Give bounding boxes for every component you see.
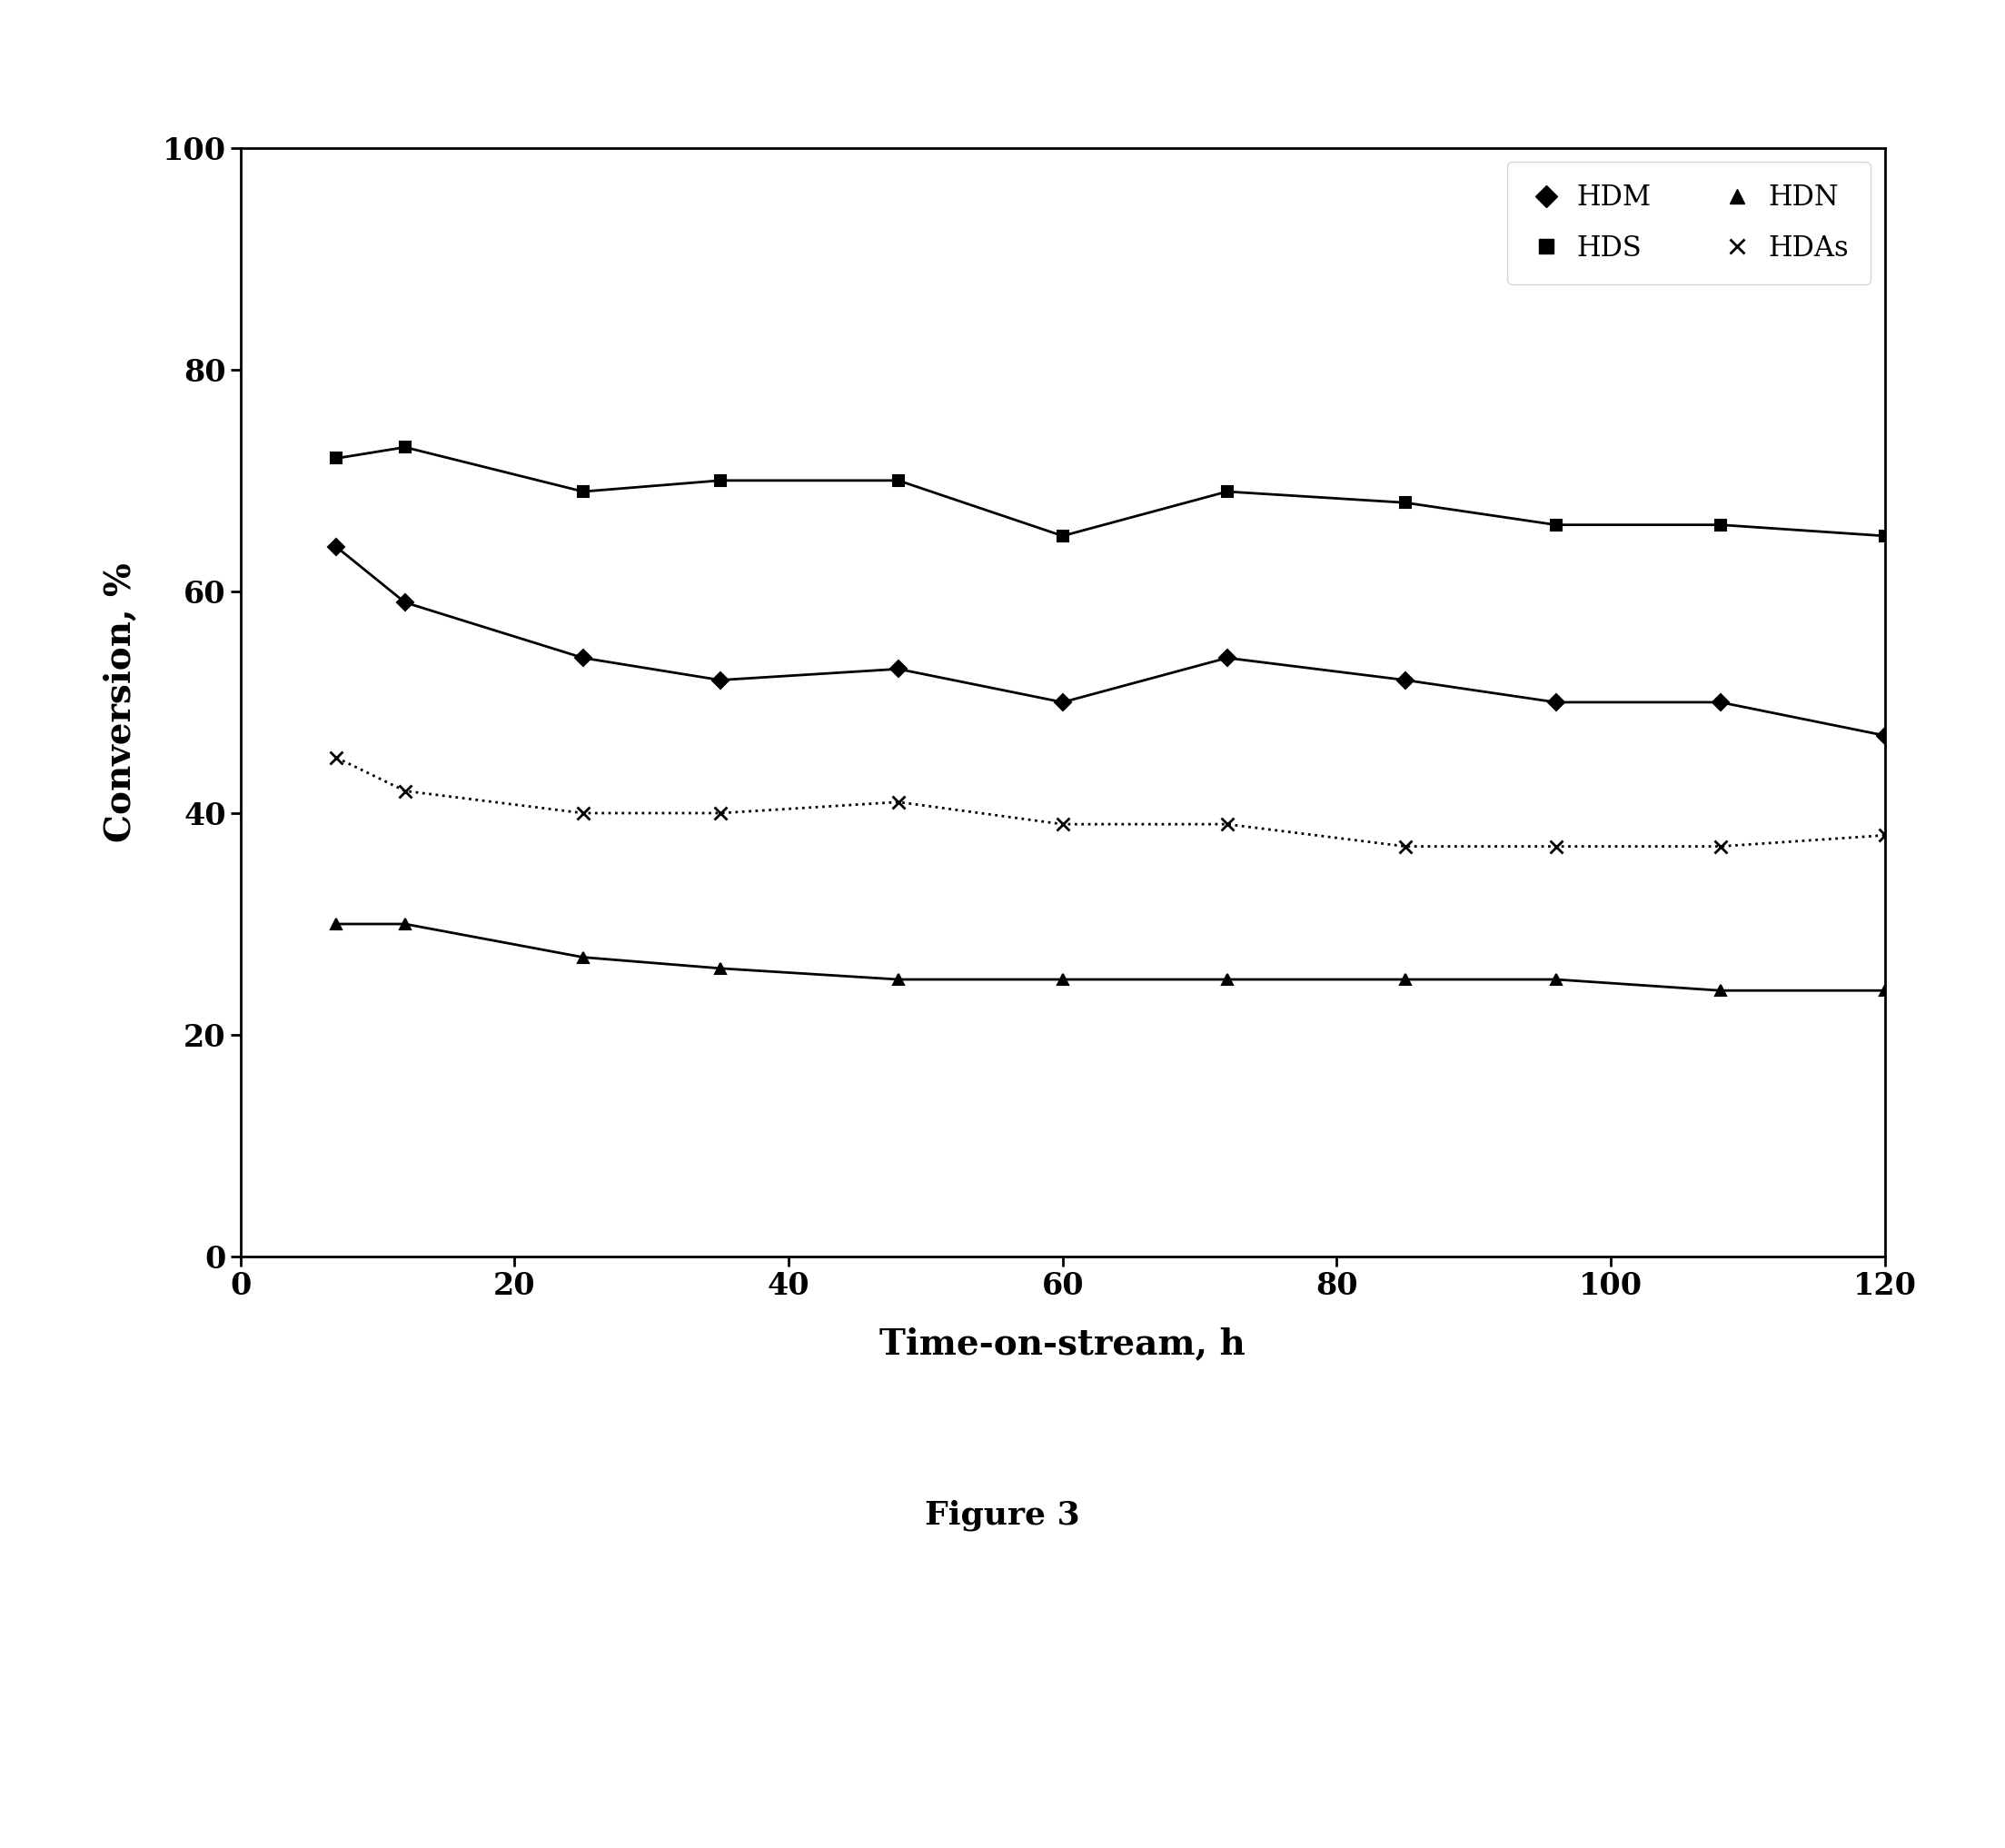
Legend: HDM, HDS, HDN, HDAs: HDM, HDS, HDN, HDAs (1508, 163, 1871, 285)
X-axis label: Time-on-stream, h: Time-on-stream, h (880, 1327, 1245, 1360)
Text: Figure 3: Figure 3 (924, 1501, 1081, 1530)
Y-axis label: Conversion, %: Conversion, % (102, 562, 136, 843)
